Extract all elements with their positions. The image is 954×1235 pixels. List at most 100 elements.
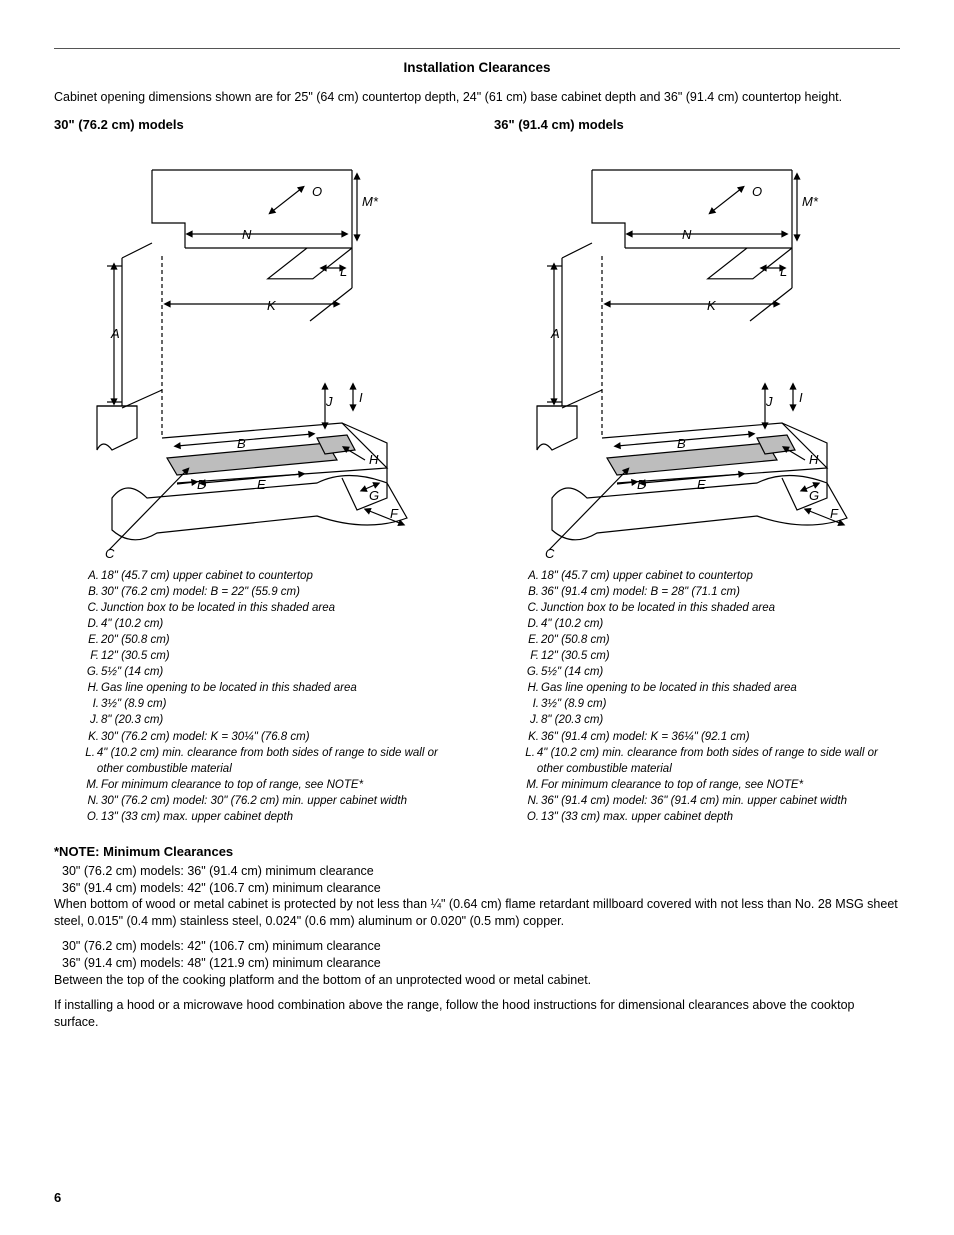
legend-row: K.30" (76.2 cm) model: K = 30¼" (76.8 cm… bbox=[82, 729, 460, 745]
legend-text: 8" (20.3 cm) bbox=[101, 712, 163, 728]
legend-text: Gas line opening to be located in this s… bbox=[541, 680, 797, 696]
legend-text: 13" (33 cm) max. upper cabinet depth bbox=[541, 809, 733, 825]
svg-text:M*: M* bbox=[802, 194, 819, 209]
svg-text:G: G bbox=[809, 488, 819, 503]
legend-row: H.Gas line opening to be located in this… bbox=[522, 680, 900, 696]
legend-row: K.36" (91.4 cm) model: K = 36¼" (92.1 cm… bbox=[522, 729, 900, 745]
svg-text:F: F bbox=[390, 506, 399, 521]
legend-text: 20" (50.8 cm) bbox=[541, 632, 610, 648]
note-line: 30" (76.2 cm) models: 36" (91.4 cm) mini… bbox=[54, 863, 900, 880]
legend-letter: F. bbox=[522, 648, 539, 664]
legend-row: L.4" (10.2 cm) min. clearance from both … bbox=[522, 745, 900, 777]
legend-letter: G. bbox=[522, 664, 539, 680]
svg-text:D: D bbox=[637, 477, 646, 492]
page-number: 6 bbox=[54, 1189, 61, 1207]
legend-letter: I. bbox=[82, 696, 99, 712]
legend-row: D.4" (10.2 cm) bbox=[82, 616, 460, 632]
svg-text:H: H bbox=[809, 452, 819, 467]
legend-text: 18" (45.7 cm) upper cabinet to counterto… bbox=[101, 568, 313, 584]
svg-text:L: L bbox=[780, 264, 787, 279]
svg-text:J: J bbox=[765, 394, 773, 409]
legend-row: H.Gas line opening to be located in this… bbox=[82, 680, 460, 696]
legend-36: A.18" (45.7 cm) upper cabinet to counter… bbox=[494, 568, 900, 826]
legend-row: E.20" (50.8 cm) bbox=[522, 632, 900, 648]
svg-text:K: K bbox=[267, 298, 277, 313]
svg-text:H: H bbox=[369, 452, 379, 467]
legend-text: 18" (45.7 cm) upper cabinet to counterto… bbox=[541, 568, 753, 584]
svg-text:C: C bbox=[545, 546, 555, 561]
model-columns: 30" (76.2 cm) models ABCDEFGHIJKLM*NO A.… bbox=[54, 116, 900, 825]
legend-letter: E. bbox=[522, 632, 539, 648]
legend-letter: M. bbox=[82, 777, 99, 793]
svg-text:A: A bbox=[110, 326, 120, 341]
legend-row: B.30" (76.2 cm) model: B = 22" (55.9 cm) bbox=[82, 584, 460, 600]
note-line: 36" (91.4 cm) models: 42" (106.7 cm) min… bbox=[54, 880, 900, 897]
legend-row: I.3½" (8.9 cm) bbox=[522, 696, 900, 712]
legend-letter: G. bbox=[82, 664, 99, 680]
legend-text: For minimum clearance to top of range, s… bbox=[101, 777, 363, 793]
legend-letter: N. bbox=[522, 793, 539, 809]
legend-text: 3½" (8.9 cm) bbox=[541, 696, 606, 712]
note-para-1: When bottom of wood or metal cabinet is … bbox=[54, 896, 900, 930]
legend-text: 13" (33 cm) max. upper cabinet depth bbox=[101, 809, 293, 825]
legend-row: J.8" (20.3 cm) bbox=[82, 712, 460, 728]
legend-letter: L. bbox=[522, 745, 535, 777]
legend-letter: K. bbox=[82, 729, 99, 745]
legend-row: L.4" (10.2 cm) min. clearance from both … bbox=[82, 745, 460, 777]
legend-letter: A. bbox=[82, 568, 99, 584]
legend-text: 8" (20.3 cm) bbox=[541, 712, 603, 728]
svg-text:I: I bbox=[799, 390, 803, 405]
legend-row: C.Junction box to be located in this sha… bbox=[82, 600, 460, 616]
legend-letter: K. bbox=[522, 729, 539, 745]
note-block: *NOTE: Minimum Clearances 30" (76.2 cm) … bbox=[54, 843, 900, 1030]
svg-text:N: N bbox=[242, 227, 252, 242]
legend-letter: O. bbox=[522, 809, 539, 825]
svg-text:F: F bbox=[830, 506, 839, 521]
legend-text: 4" (10.2 cm) min. clearance from both si… bbox=[537, 745, 900, 777]
svg-text:I: I bbox=[359, 390, 363, 405]
diagram-36: ABCDEFGHIJKLM*NO bbox=[494, 138, 900, 568]
legend-text: 5½" (14 cm) bbox=[101, 664, 163, 680]
svg-text:G: G bbox=[369, 488, 379, 503]
svg-text:O: O bbox=[752, 184, 762, 199]
legend-letter: B. bbox=[522, 584, 539, 600]
legend-text: 30" (76.2 cm) model: K = 30¼" (76.8 cm) bbox=[101, 729, 310, 745]
svg-text:O: O bbox=[312, 184, 322, 199]
legend-row: F.12" (30.5 cm) bbox=[522, 648, 900, 664]
legend-letter: A. bbox=[522, 568, 539, 584]
legend-letter: I. bbox=[522, 696, 539, 712]
svg-text:A: A bbox=[550, 326, 560, 341]
legend-letter: L. bbox=[82, 745, 95, 777]
legend-letter: N. bbox=[82, 793, 99, 809]
note-para-2: Between the top of the cooking platform … bbox=[54, 972, 900, 989]
column-36: 36" (91.4 cm) models ABCDEFGHIJKLM*NO A.… bbox=[494, 116, 900, 825]
svg-text:B: B bbox=[237, 436, 246, 451]
svg-text:M*: M* bbox=[362, 194, 379, 209]
legend-30: A.18" (45.7 cm) upper cabinet to counter… bbox=[54, 568, 460, 826]
legend-text: 20" (50.8 cm) bbox=[101, 632, 170, 648]
legend-row: J.8" (20.3 cm) bbox=[522, 712, 900, 728]
legend-row: B.36" (91.4 cm) model: B = 28" (71.1 cm) bbox=[522, 584, 900, 600]
legend-text: Junction box to be located in this shade… bbox=[101, 600, 335, 616]
note-para-3: If installing a hood or a microwave hood… bbox=[54, 997, 900, 1031]
svg-text:C: C bbox=[105, 546, 115, 561]
note-line: 30" (76.2 cm) models: 42" (106.7 cm) min… bbox=[54, 938, 900, 955]
svg-text:K: K bbox=[707, 298, 717, 313]
legend-row: F.12" (30.5 cm) bbox=[82, 648, 460, 664]
svg-text:E: E bbox=[697, 477, 706, 492]
svg-text:J: J bbox=[325, 394, 333, 409]
legend-text: 36" (91.4 cm) model: B = 28" (71.1 cm) bbox=[541, 584, 740, 600]
legend-row: M.For minimum clearance to top of range,… bbox=[82, 777, 460, 793]
legend-letter: C. bbox=[522, 600, 539, 616]
legend-letter: D. bbox=[522, 616, 539, 632]
legend-row: I.3½" (8.9 cm) bbox=[82, 696, 460, 712]
heading-30: 30" (76.2 cm) models bbox=[54, 116, 460, 134]
legend-row: D.4" (10.2 cm) bbox=[522, 616, 900, 632]
legend-text: 30" (76.2 cm) model: 30" (76.2 cm) min. … bbox=[101, 793, 407, 809]
legend-row: A.18" (45.7 cm) upper cabinet to counter… bbox=[522, 568, 900, 584]
legend-row: A.18" (45.7 cm) upper cabinet to counter… bbox=[82, 568, 460, 584]
svg-text:B: B bbox=[677, 436, 686, 451]
top-rule bbox=[54, 48, 900, 49]
legend-letter: H. bbox=[522, 680, 539, 696]
legend-letter: C. bbox=[82, 600, 99, 616]
